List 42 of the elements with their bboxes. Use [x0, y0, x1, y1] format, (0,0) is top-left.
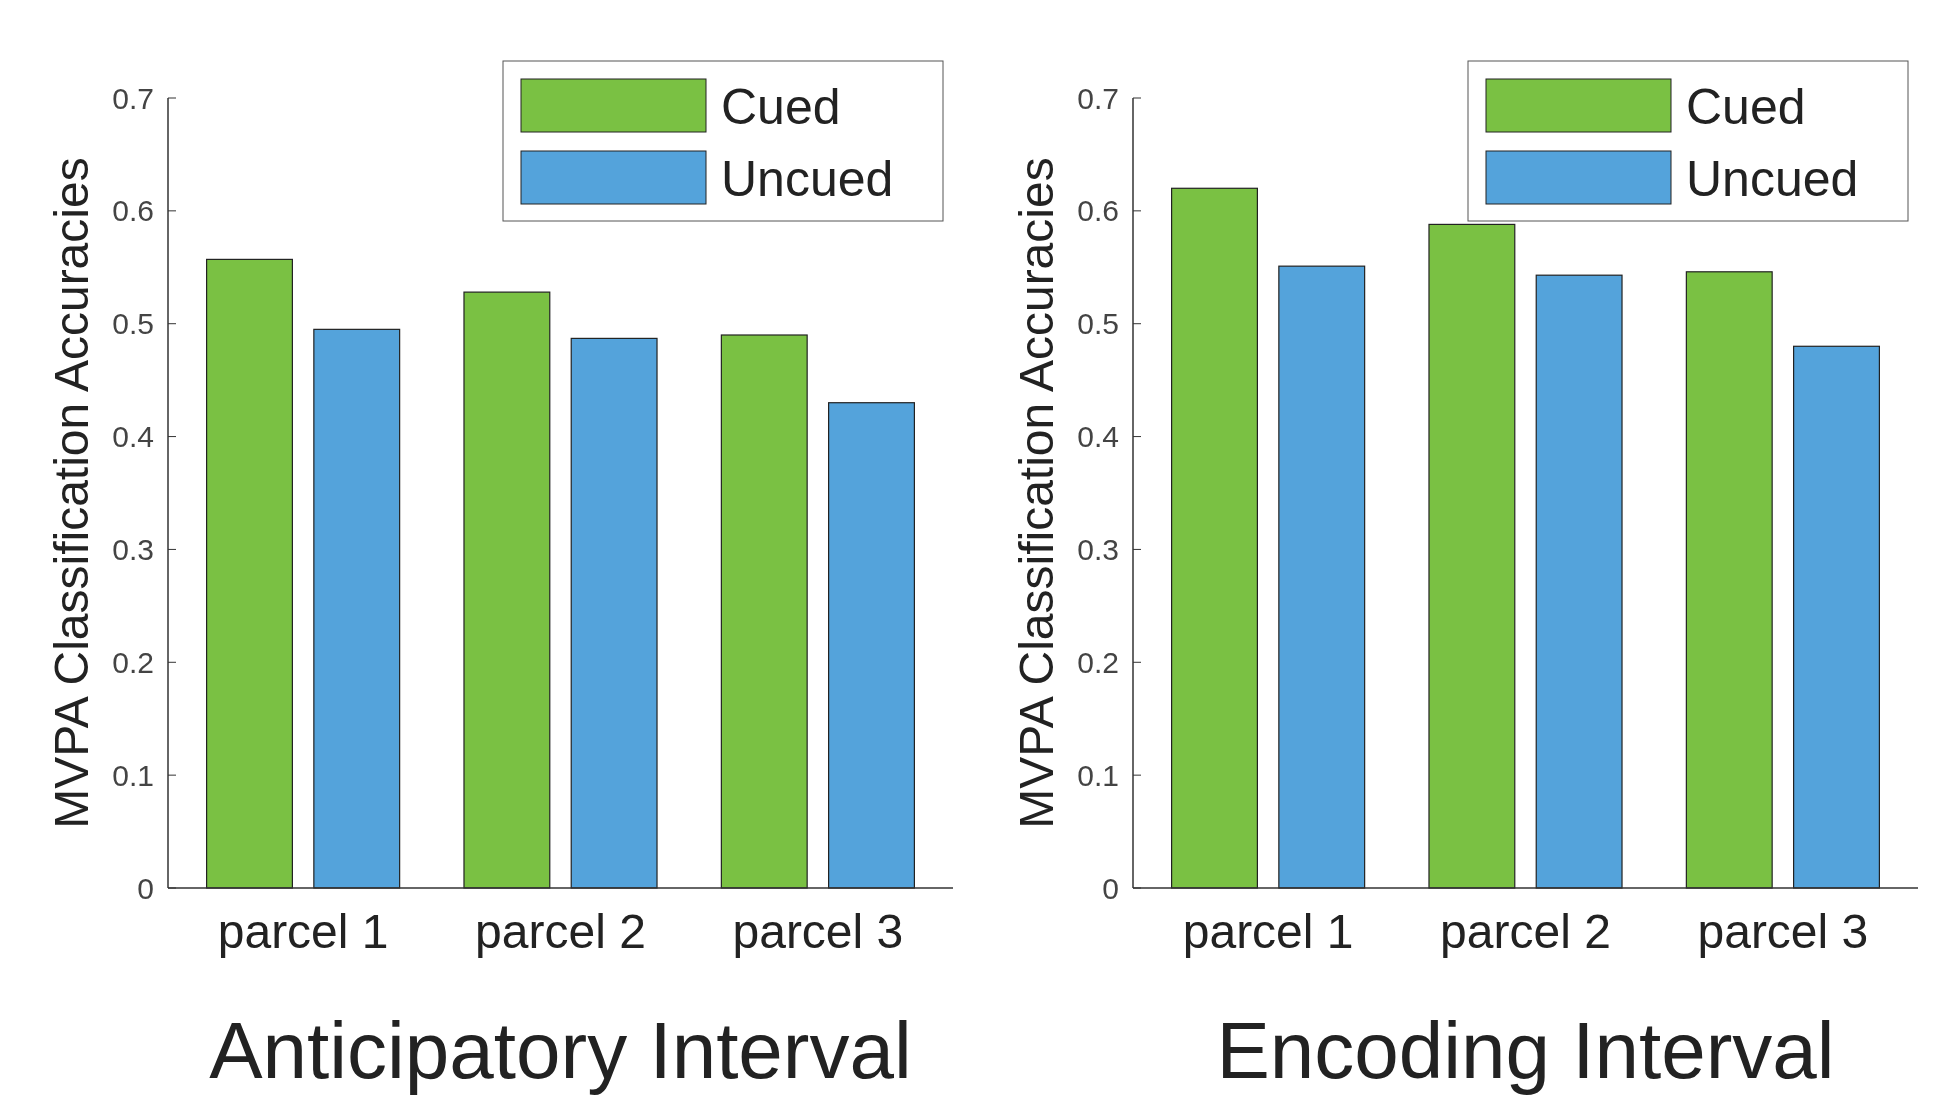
y-tick-label: 0.4	[1077, 420, 1119, 454]
y-tick-label: 0.1	[1077, 758, 1119, 792]
text: Encoding Interval	[1216, 1006, 1835, 1095]
bar	[463, 291, 551, 889]
bar	[570, 337, 658, 889]
x-tick-label: parcel 2	[1440, 905, 1611, 958]
x-tick-label: parcel 3	[1697, 905, 1869, 958]
y-tick-label: 0.2	[112, 645, 154, 679]
legend-label: Cued	[721, 78, 841, 135]
y-tick-label: 0.7	[1077, 81, 1119, 115]
bar	[1171, 187, 1258, 889]
y-tick-label: 0.6	[112, 194, 154, 228]
y-tick-label: 0.7	[112, 81, 154, 115]
y-tick-label: 0.3	[1077, 532, 1119, 566]
y-tick-label: 0	[1102, 871, 1119, 905]
y-tick-label: 0.6	[1077, 194, 1119, 228]
x-tick-label: parcel 2	[475, 905, 646, 958]
x-tick-label: parcel 1	[217, 905, 389, 958]
bar	[1685, 271, 1773, 889]
text: Anticipatory Interval	[209, 1006, 912, 1095]
bar	[1278, 265, 1366, 889]
bar	[1535, 274, 1623, 889]
y-axis-title: MVPA Classification Accuracies	[1010, 157, 1063, 829]
y-tick-label: 0.1	[112, 758, 154, 792]
legend-label: Uncued	[1686, 150, 1859, 207]
bar	[828, 402, 915, 889]
y-tick-label: 0.3	[112, 532, 154, 566]
y-tick-label: 0.5	[1077, 307, 1119, 341]
bar	[313, 328, 401, 889]
bar	[206, 258, 293, 889]
y-tick-label: 0.4	[112, 420, 154, 454]
y-axis-title: MVPA Classification Accuracies	[45, 157, 98, 829]
x-tick-label: parcel 3	[732, 905, 904, 958]
bar	[720, 334, 808, 889]
y-tick-label: 0	[137, 871, 154, 905]
legend-label: Cued	[1686, 78, 1806, 135]
y-tick-label: 0.2	[1077, 645, 1119, 679]
bar	[1428, 223, 1516, 889]
legend-label: Uncued	[721, 150, 894, 207]
bar	[1793, 345, 1880, 889]
x-tick-label: parcel 1	[1182, 905, 1354, 958]
y-tick-label: 0.5	[112, 307, 154, 341]
